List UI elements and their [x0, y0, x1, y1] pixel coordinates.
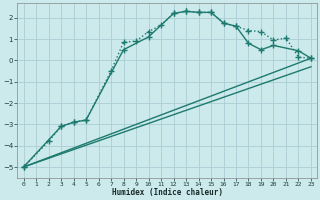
X-axis label: Humidex (Indice chaleur): Humidex (Indice chaleur) — [112, 188, 223, 197]
